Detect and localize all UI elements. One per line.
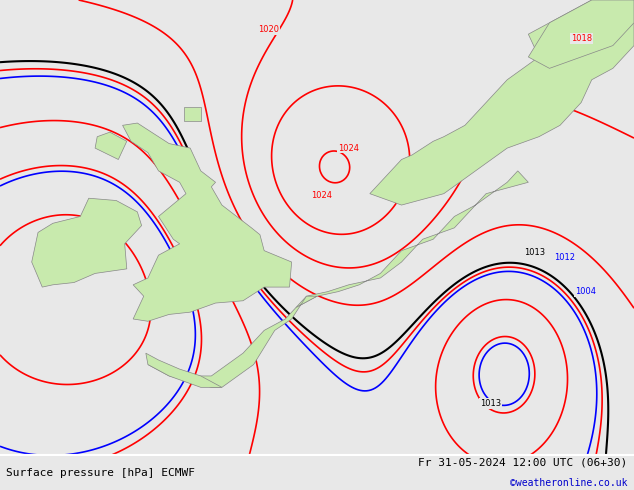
- Text: ©weatheronline.co.uk: ©weatheronline.co.uk: [510, 478, 628, 488]
- Text: 1013: 1013: [524, 248, 545, 257]
- Polygon shape: [32, 198, 141, 287]
- Text: 1024: 1024: [311, 192, 332, 200]
- Text: Fr 31-05-2024 12:00 UTC (06+30): Fr 31-05-2024 12:00 UTC (06+30): [418, 458, 628, 468]
- Text: 1018: 1018: [571, 34, 592, 43]
- Polygon shape: [148, 296, 317, 387]
- Text: 1024: 1024: [338, 144, 359, 152]
- Polygon shape: [370, 0, 634, 205]
- Polygon shape: [528, 0, 634, 68]
- Text: 1013: 1013: [480, 399, 501, 408]
- Polygon shape: [95, 132, 127, 160]
- Text: Surface pressure [hPa] ECMWF: Surface pressure [hPa] ECMWF: [6, 468, 195, 478]
- Text: 1012: 1012: [553, 253, 575, 262]
- Polygon shape: [146, 353, 222, 387]
- Text: 1004: 1004: [575, 287, 596, 296]
- Polygon shape: [296, 171, 528, 308]
- Text: 1020: 1020: [258, 25, 279, 34]
- Polygon shape: [184, 107, 201, 121]
- Polygon shape: [122, 123, 292, 321]
